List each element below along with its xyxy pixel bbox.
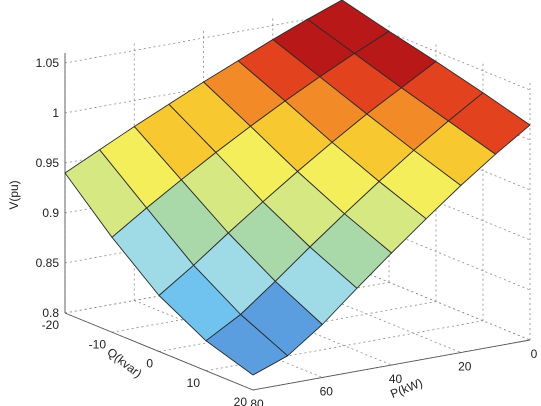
q-tick-label: -10 bbox=[89, 337, 107, 351]
q-tick-label: -20 bbox=[42, 318, 60, 332]
p-tick-label: 0 bbox=[531, 347, 538, 361]
tick-labels: 0.8 0.85 0.9 0.95 1 1.05 -20 -10 0 10 20 0 20 40 60 80 bbox=[36, 56, 538, 406]
p-tick-label: 80 bbox=[250, 397, 264, 406]
p-tick-label: 20 bbox=[458, 360, 472, 374]
v-tick-label: 0.9 bbox=[42, 206, 59, 220]
q-tick-label: 10 bbox=[187, 376, 201, 390]
v-tick-label: 0.8 bbox=[42, 306, 59, 320]
grid-line-v-qwall bbox=[341, 212, 531, 291]
q-tick-label: 0 bbox=[146, 357, 153, 371]
v-tick-label: 1 bbox=[52, 106, 59, 120]
v-tick-label: 0.95 bbox=[36, 156, 60, 170]
v-tick-label: 0.85 bbox=[36, 256, 60, 270]
grid-line-v-pwall bbox=[64, 12, 343, 64]
surface-plot bbox=[64, 0, 531, 376]
q-tick-label: 20 bbox=[234, 395, 248, 406]
axis-line-q bbox=[64, 312, 254, 391]
v-tick-label: 1.05 bbox=[36, 56, 60, 70]
axis-line-p bbox=[252, 339, 531, 391]
surface-facet bbox=[205, 314, 289, 376]
grid-line-v-qwall bbox=[341, 12, 531, 91]
p-tick-label: 60 bbox=[320, 385, 334, 399]
z-axis-label: V(pu) bbox=[7, 180, 21, 209]
y-axis-label: Q(kvar) bbox=[104, 345, 144, 381]
p-tick-label: 40 bbox=[389, 372, 403, 386]
